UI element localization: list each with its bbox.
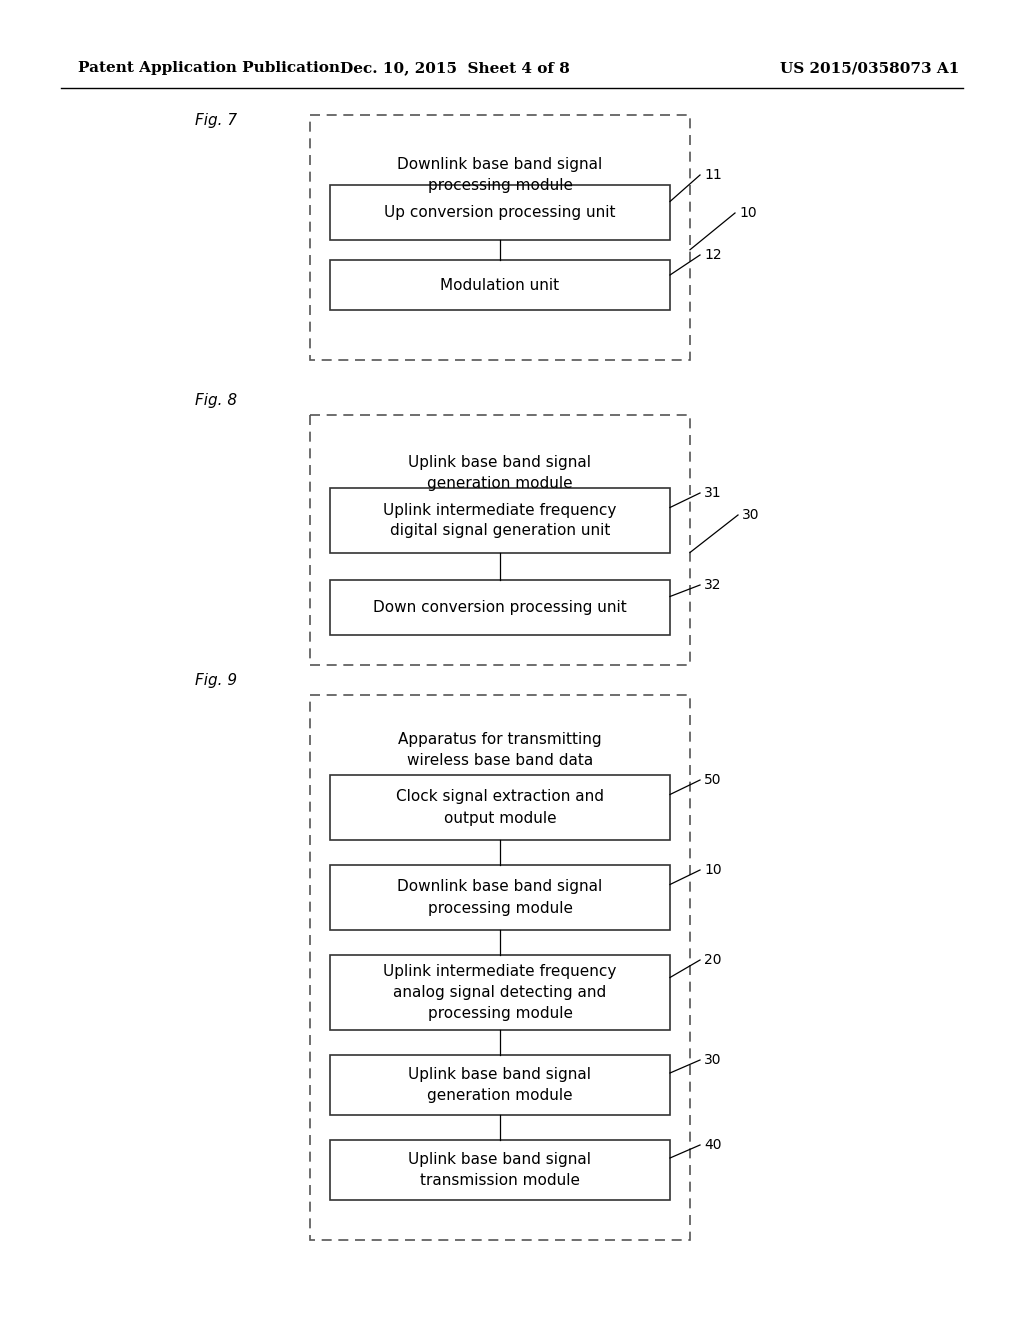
Text: Uplink intermediate frequency
analog signal detecting and
processing module: Uplink intermediate frequency analog sig…	[383, 964, 616, 1020]
Text: Patent Application Publication: Patent Application Publication	[78, 61, 340, 75]
Text: Clock signal extraction and
output module: Clock signal extraction and output modul…	[396, 789, 604, 825]
Text: Uplink base band signal
transmission module: Uplink base band signal transmission mod…	[409, 1152, 592, 1188]
Bar	[310, 696, 690, 1239]
Text: US 2015/0358073 A1: US 2015/0358073 A1	[780, 61, 959, 75]
Text: 10: 10	[705, 863, 722, 876]
Text: 20: 20	[705, 953, 722, 968]
Text: Fig. 7: Fig. 7	[195, 112, 238, 128]
Text: Apparatus for transmitting
wireless base band data: Apparatus for transmitting wireless base…	[398, 733, 602, 768]
Text: Uplink intermediate frequency
digital signal generation unit: Uplink intermediate frequency digital si…	[383, 503, 616, 539]
Bar	[330, 1055, 670, 1115]
Text: 11: 11	[705, 168, 722, 182]
Text: 30: 30	[705, 1053, 722, 1067]
Text: 31: 31	[705, 486, 722, 500]
Text: Modulation unit: Modulation unit	[440, 277, 559, 293]
Text: Dec. 10, 2015  Sheet 4 of 8: Dec. 10, 2015 Sheet 4 of 8	[340, 61, 570, 75]
Bar	[330, 775, 670, 840]
Text: 10: 10	[739, 206, 757, 220]
Bar	[330, 865, 670, 931]
Text: Downlink base band signal
processing module: Downlink base band signal processing mod…	[397, 879, 603, 916]
Text: 30: 30	[742, 508, 760, 521]
Text: Fig. 9: Fig. 9	[195, 672, 238, 688]
Text: 50: 50	[705, 774, 722, 787]
Bar	[330, 1140, 670, 1200]
Bar	[330, 260, 670, 310]
Text: Downlink base band signal
processing module: Downlink base band signal processing mod…	[397, 157, 603, 193]
Bar	[310, 115, 690, 360]
Text: Down conversion processing unit: Down conversion processing unit	[373, 601, 627, 615]
Bar	[330, 488, 670, 553]
Bar	[330, 185, 670, 240]
Text: Uplink base band signal
generation module: Uplink base band signal generation modul…	[409, 455, 592, 491]
Text: Uplink base band signal
generation module: Uplink base band signal generation modul…	[409, 1067, 592, 1104]
Text: 12: 12	[705, 248, 722, 261]
Bar	[330, 579, 670, 635]
Bar	[330, 954, 670, 1030]
Text: 40: 40	[705, 1138, 722, 1152]
Bar	[310, 414, 690, 665]
Text: 32: 32	[705, 578, 722, 591]
Text: Up conversion processing unit: Up conversion processing unit	[384, 205, 615, 220]
Text: Fig. 8: Fig. 8	[195, 392, 238, 408]
